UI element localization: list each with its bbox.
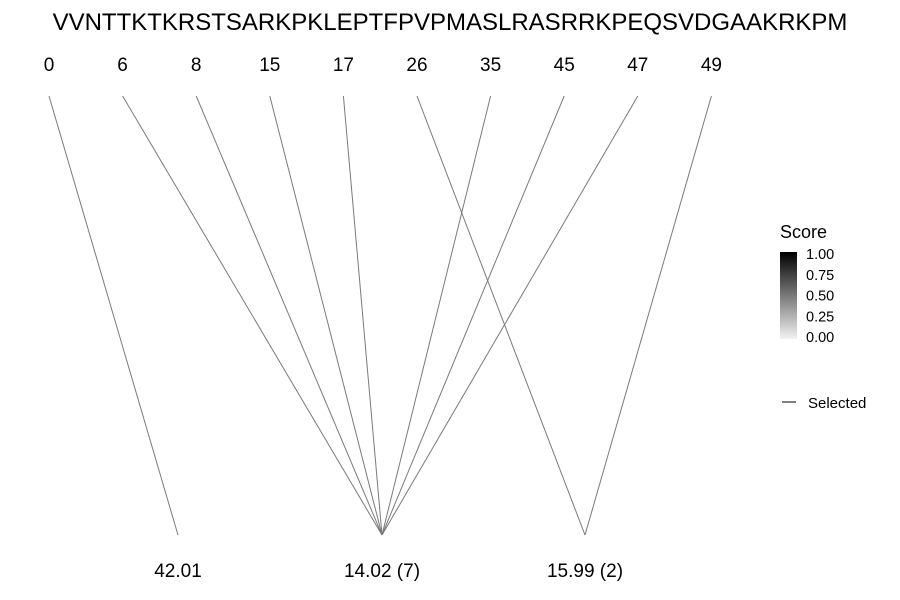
connector-line [381,95,639,536]
score-legend-tick: 0.00 [806,330,834,346]
connector-line [342,95,383,536]
connector-line [269,95,383,536]
connector-line [584,95,712,536]
selected-legend-label: Selected [808,395,866,412]
position-label: 45 [554,55,575,76]
score-legend-ticks: 1.00 0.75 0.50 0.25 0.00 [806,247,834,346]
score-gradient-bar [780,252,797,339]
position-label: 15 [259,55,280,76]
mass-labels: 42.01 14.02 (7) 15.99 (2) [154,561,623,582]
mass-label: 42.01 [154,561,202,582]
position-label: 49 [701,55,722,76]
connector-line [381,95,565,536]
score-legend-tick: 0.75 [806,268,834,284]
position-label: 35 [480,55,501,76]
mass-label: 14.02 (7) [344,561,420,582]
score-legend: Score 1.00 0.75 0.50 0.25 0.00 [780,222,834,346]
connector-line [195,95,383,536]
connector-line [48,95,179,536]
position-label: 8 [191,55,202,76]
position-label: 26 [406,55,427,76]
score-legend-tick: 0.50 [806,289,834,305]
selected-legend: Selected [782,395,866,412]
score-legend-tick: 0.25 [806,309,834,325]
mass-label: 15.99 (2) [547,561,623,582]
position-label: 0 [44,55,55,76]
connector-line [416,95,586,536]
position-label: 47 [627,55,648,76]
score-legend-title: Score [780,222,827,242]
connector-line [122,95,383,536]
position-label: 17 [333,55,354,76]
score-legend-tick: 1.00 [806,247,834,263]
position-labels: 0 6 8 15 17 26 35 45 47 49 [44,55,722,76]
position-label: 6 [117,55,128,76]
connector-line [381,95,492,536]
connector-lines [48,95,712,536]
sequence-title: VVNTTKTKRSTSARKPKLEPTFPVPMASLRASRRKPEQSV… [53,9,848,36]
